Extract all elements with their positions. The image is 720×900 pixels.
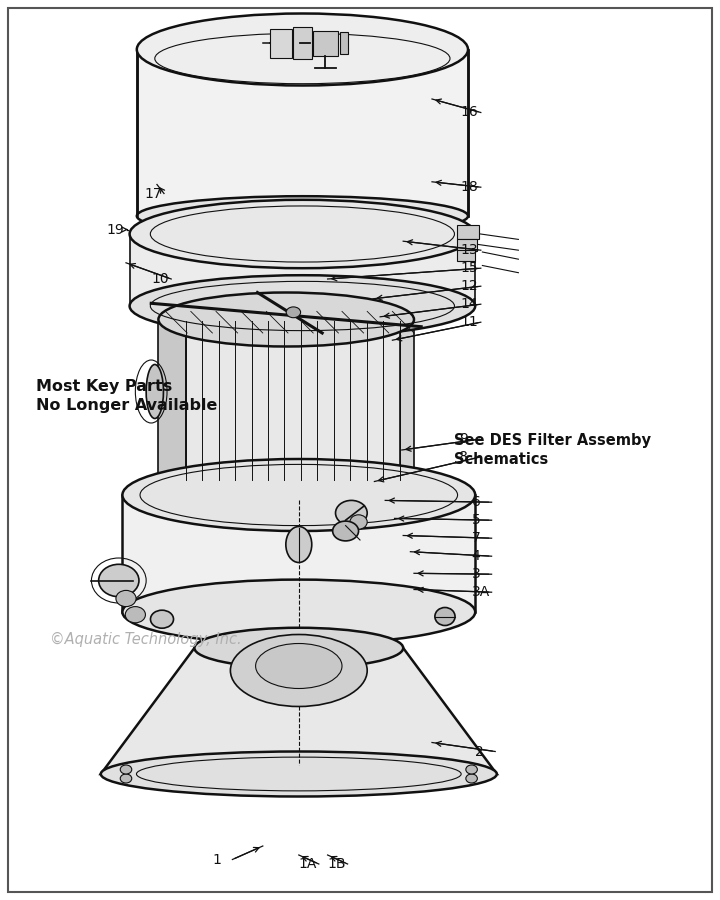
Text: 8: 8	[459, 450, 468, 464]
Ellipse shape	[466, 765, 477, 774]
Ellipse shape	[435, 608, 455, 625]
Polygon shape	[457, 225, 479, 239]
Text: See DES Filter Assemby
Schematics: See DES Filter Assemby Schematics	[454, 433, 651, 467]
Ellipse shape	[287, 307, 301, 318]
Ellipse shape	[116, 590, 136, 607]
Text: 13: 13	[461, 243, 478, 257]
Text: 1A: 1A	[299, 857, 318, 871]
Ellipse shape	[333, 521, 359, 541]
Ellipse shape	[137, 196, 468, 236]
Ellipse shape	[146, 364, 163, 418]
Text: 15: 15	[461, 261, 478, 275]
Ellipse shape	[158, 292, 414, 346]
Ellipse shape	[130, 200, 475, 268]
Text: Most Key Parts
No Longer Available: Most Key Parts No Longer Available	[36, 379, 217, 413]
Polygon shape	[137, 50, 468, 216]
Ellipse shape	[122, 459, 475, 531]
Ellipse shape	[256, 644, 342, 688]
Text: 7: 7	[472, 531, 480, 545]
Text: 16: 16	[461, 105, 479, 120]
Text: 9: 9	[459, 432, 468, 446]
Ellipse shape	[336, 500, 367, 526]
Ellipse shape	[130, 275, 475, 337]
Polygon shape	[270, 29, 292, 58]
Text: 12: 12	[461, 279, 478, 293]
Polygon shape	[313, 31, 338, 56]
Ellipse shape	[120, 774, 132, 783]
Polygon shape	[457, 250, 475, 261]
Text: 4: 4	[472, 549, 480, 563]
Ellipse shape	[150, 610, 174, 628]
Polygon shape	[130, 234, 475, 306]
Polygon shape	[340, 32, 348, 54]
Ellipse shape	[466, 774, 477, 783]
Text: 3A: 3A	[472, 585, 490, 599]
Text: 5: 5	[472, 513, 480, 527]
Polygon shape	[186, 324, 400, 482]
Ellipse shape	[99, 564, 139, 597]
Ellipse shape	[286, 526, 312, 562]
Ellipse shape	[122, 580, 475, 644]
Text: ©Aquatic Technology, Inc.: ©Aquatic Technology, Inc.	[50, 632, 242, 646]
Ellipse shape	[120, 765, 132, 774]
Polygon shape	[400, 320, 414, 482]
Text: 3: 3	[472, 567, 480, 581]
Text: 18: 18	[461, 180, 479, 194]
Text: 11: 11	[461, 315, 479, 329]
Text: 10: 10	[151, 272, 168, 286]
Ellipse shape	[194, 628, 403, 668]
Ellipse shape	[137, 14, 468, 86]
Polygon shape	[293, 27, 312, 59]
Text: 14: 14	[461, 297, 478, 311]
Ellipse shape	[125, 607, 145, 623]
Text: 19: 19	[107, 222, 125, 237]
Text: 2: 2	[475, 744, 484, 759]
Ellipse shape	[101, 752, 497, 796]
Polygon shape	[101, 648, 497, 774]
Ellipse shape	[350, 515, 367, 529]
Text: 6: 6	[472, 495, 480, 509]
Polygon shape	[122, 495, 475, 612]
Text: 17: 17	[144, 186, 161, 201]
Polygon shape	[457, 238, 477, 251]
Text: 1: 1	[212, 852, 221, 867]
Ellipse shape	[230, 634, 367, 706]
Polygon shape	[158, 320, 186, 482]
Text: 1B: 1B	[328, 857, 346, 871]
